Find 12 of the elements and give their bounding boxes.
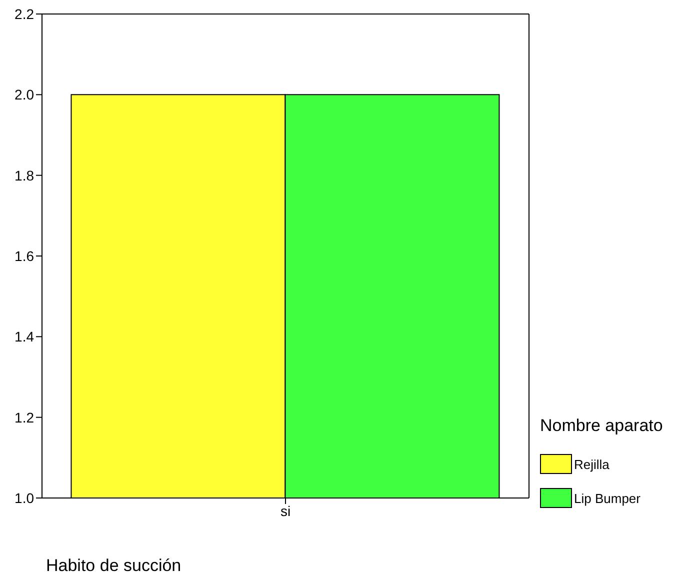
y-tick-label: 2.0 [14,86,34,103]
y-tick-label: 1.2 [14,409,34,426]
legend-title: Nombre aparato [540,416,664,436]
y-tick-label: 2.2 [14,6,34,22]
legend-label: Lip Bumper [573,490,642,508]
y-tick-label: 1.6 [14,248,34,264]
legend-label: Rejilla [573,456,610,474]
x-axis-title: Habito de succión [46,556,182,575]
x-tick-label: si [280,502,291,519]
y-tick-label: 1.4 [14,328,34,345]
y-tick-label: 1.8 [14,167,34,184]
y-tick-label: 1.0 [14,490,34,506]
